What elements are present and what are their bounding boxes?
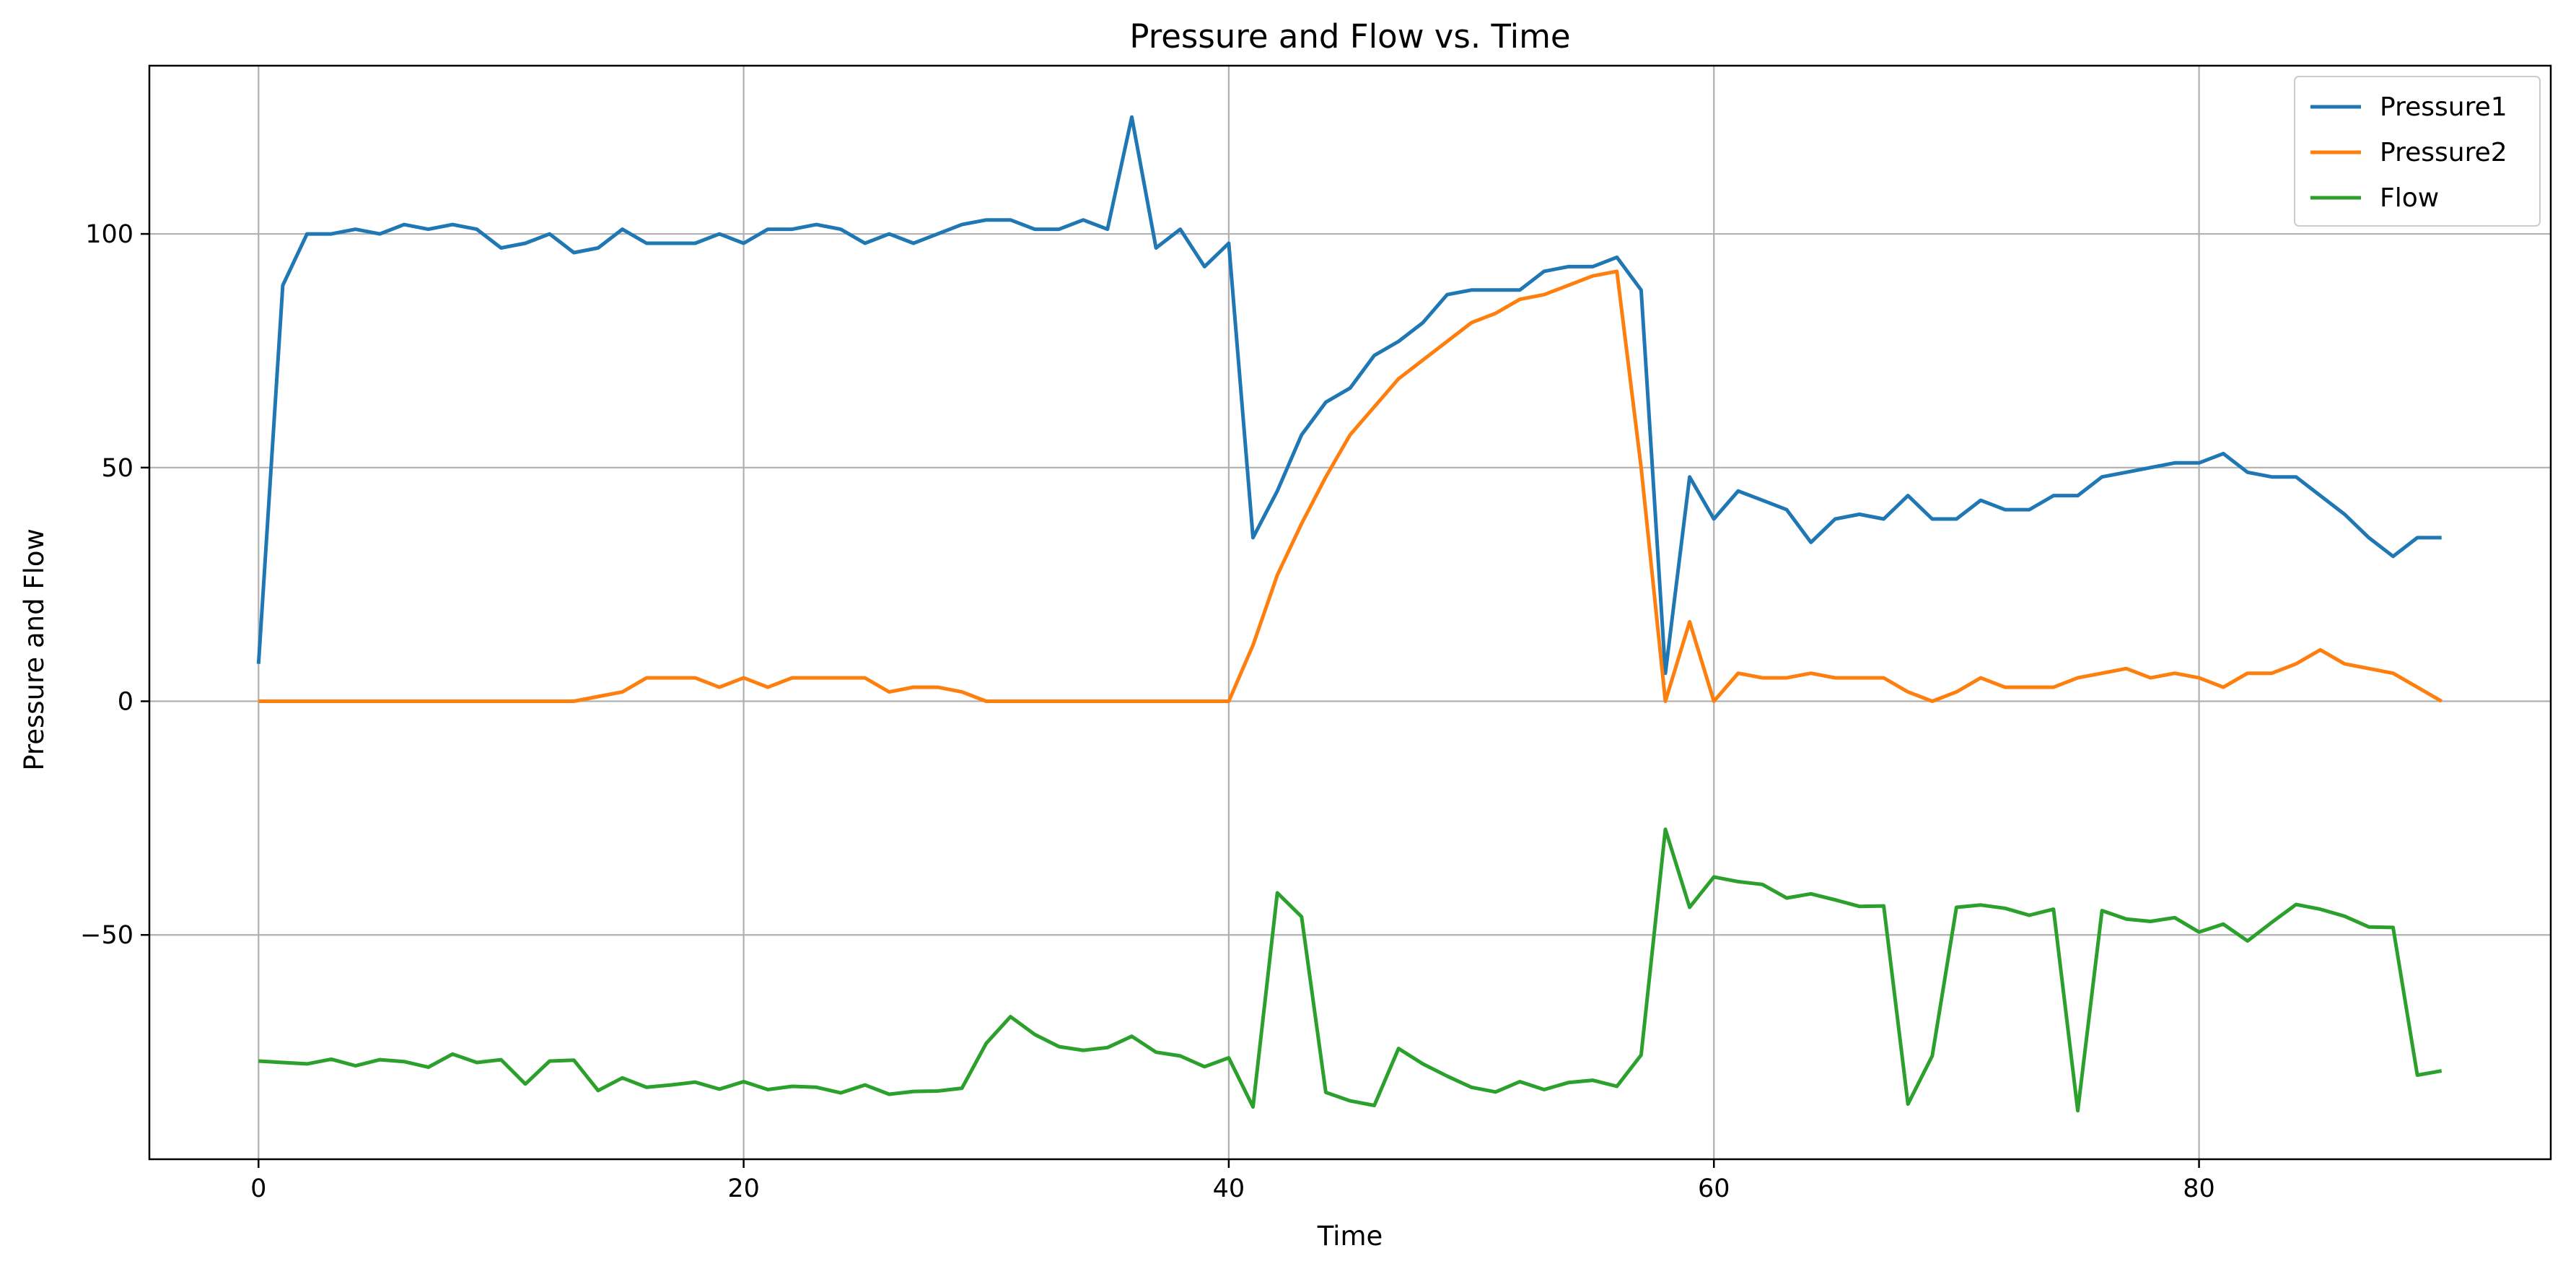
y-tick-label: −50: [80, 921, 133, 950]
x-tick-label: 80: [2183, 1174, 2215, 1203]
legend-box: [2294, 76, 2541, 227]
y-axis-label: Pressure and Flow: [19, 528, 50, 771]
legend: Pressure1 Pressure2 Flow: [2294, 76, 2541, 227]
x-tick-label: 40: [1213, 1174, 1245, 1203]
series-line-flow: [258, 827, 2443, 1113]
axis-ticks: 0 20 40 60 80 −50 0 50 100: [80, 220, 2215, 1203]
x-tick-label: 20: [727, 1174, 760, 1203]
x-axis-label: Time: [1317, 1221, 1383, 1252]
legend-label-pressure1: Pressure1: [2380, 92, 2507, 122]
y-tick-label: 50: [101, 454, 133, 483]
y-tick-label: 0: [118, 688, 133, 717]
legend-label-pressure2: Pressure2: [2380, 138, 2507, 167]
y-tick-label: 100: [85, 220, 133, 249]
series-line-pressure1: [256, 115, 2442, 676]
legend-label-flow: Flow: [2380, 183, 2439, 213]
chart-title: Pressure and Flow vs. Time: [1129, 17, 1570, 56]
grid: [149, 66, 2551, 1159]
plot-frame: [148, 64, 2552, 1161]
x-tick-label: 60: [1698, 1174, 1730, 1203]
x-tick-label: 0: [250, 1174, 266, 1203]
plot-series: [256, 115, 2443, 1113]
series-line-pressure2: [258, 269, 2443, 703]
